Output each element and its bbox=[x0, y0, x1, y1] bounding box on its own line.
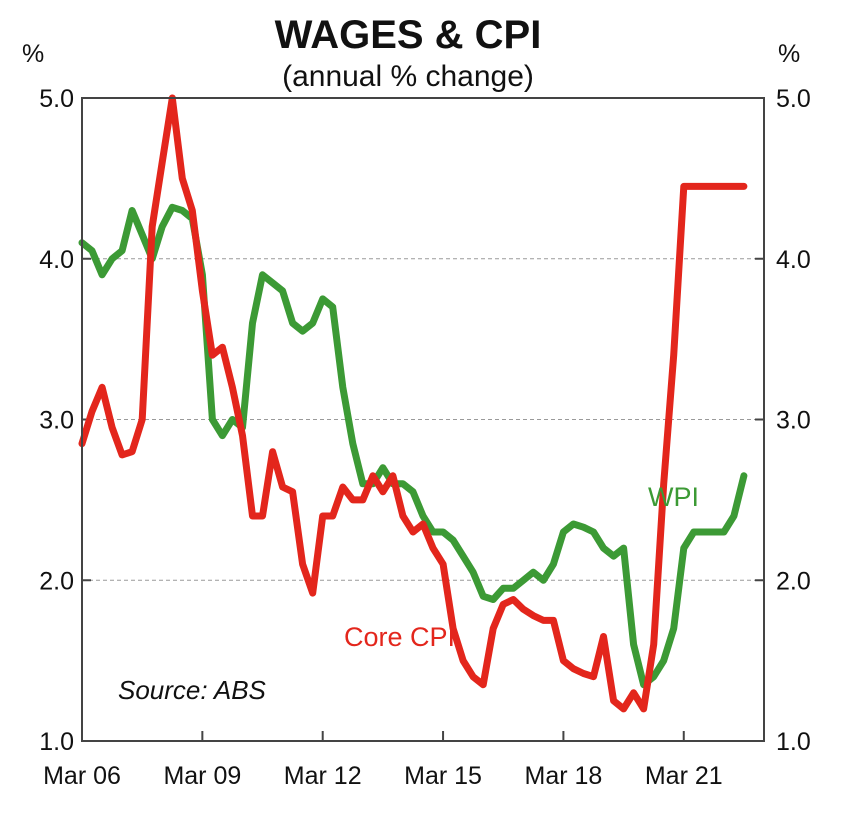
chart-title: WAGES & CPI bbox=[275, 13, 542, 57]
source-note: Source: ABS bbox=[118, 675, 267, 705]
x-tick-label: Mar 15 bbox=[404, 762, 482, 790]
y-tick-right-label: 1.0 bbox=[776, 728, 811, 756]
y-unit-left: % bbox=[22, 40, 44, 68]
y-tick-right-label: 2.0 bbox=[776, 567, 811, 595]
y-tick-left-label: 3.0 bbox=[39, 407, 74, 435]
x-tick-label: Mar 21 bbox=[645, 762, 723, 790]
plot-frame bbox=[81, 97, 765, 742]
series-lines bbox=[78, 94, 748, 713]
y-tick-left-label: 5.0 bbox=[39, 85, 74, 113]
series-line-wpi bbox=[78, 203, 748, 689]
x-tick-label: Mar 06 bbox=[43, 762, 121, 790]
x-tick-label: Mar 18 bbox=[525, 762, 603, 790]
y-tick-right-label: 3.0 bbox=[776, 407, 811, 435]
chart-subtitle: (annual % change) bbox=[282, 60, 534, 93]
series-label-wpi: WPI bbox=[648, 482, 699, 512]
y-unit-right: % bbox=[778, 40, 800, 68]
y-tick-right-label: 5.0 bbox=[776, 85, 811, 113]
y-tick-left-label: 1.0 bbox=[39, 728, 74, 756]
y-tick-right-label: 4.0 bbox=[776, 246, 811, 274]
x-tick-label: Mar 09 bbox=[163, 762, 241, 790]
y-tick-left-label: 4.0 bbox=[39, 246, 74, 274]
series-line-core-cpi bbox=[78, 94, 748, 713]
y-tick-left-label: 2.0 bbox=[39, 567, 74, 595]
series-label-core-cpi: Core CPI bbox=[344, 622, 455, 652]
axis-ticks: 1.0 1.0 2.0 2.0 3.0 3.0 4.0 4.0 5.0 5.0 Mar 06 Mar … bbox=[39, 85, 811, 790]
x-tick-label: Mar 12 bbox=[284, 762, 362, 790]
